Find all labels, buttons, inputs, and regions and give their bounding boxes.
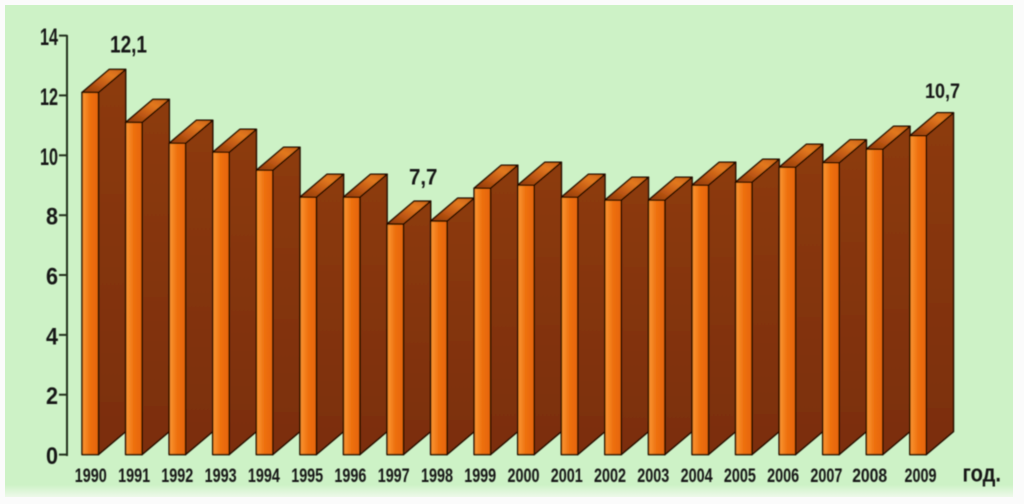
svg-text:1994: 1994 xyxy=(248,466,280,487)
svg-text:2001: 2001 xyxy=(551,466,583,487)
svg-text:1990: 1990 xyxy=(75,466,107,487)
svg-text:4: 4 xyxy=(46,323,59,350)
svg-text:год.: год. xyxy=(963,461,1002,488)
svg-text:2003: 2003 xyxy=(637,466,669,487)
svg-text:2002: 2002 xyxy=(594,466,626,487)
svg-text:1993: 1993 xyxy=(205,466,237,487)
svg-text:1998: 1998 xyxy=(421,466,453,487)
svg-text:2009: 2009 xyxy=(905,466,937,487)
svg-text:10,7: 10,7 xyxy=(925,80,960,103)
svg-text:1991: 1991 xyxy=(118,466,150,487)
svg-text:1992: 1992 xyxy=(161,466,193,487)
svg-text:12,1: 12,1 xyxy=(110,32,147,59)
svg-text:0: 0 xyxy=(46,443,58,470)
svg-text:2007: 2007 xyxy=(810,466,842,487)
svg-text:2006: 2006 xyxy=(767,466,799,487)
svg-text:2: 2 xyxy=(46,383,58,410)
svg-text:2008: 2008 xyxy=(852,466,887,487)
svg-text:12: 12 xyxy=(40,84,58,111)
svg-text:6: 6 xyxy=(46,264,58,291)
svg-text:1999: 1999 xyxy=(464,466,496,487)
svg-text:1996: 1996 xyxy=(334,466,366,487)
svg-text:2004: 2004 xyxy=(681,466,713,487)
svg-text:1997: 1997 xyxy=(378,466,410,487)
svg-text:1995: 1995 xyxy=(291,466,323,487)
svg-text:14: 14 xyxy=(40,24,58,51)
svg-text:10: 10 xyxy=(40,144,58,171)
svg-text:2000: 2000 xyxy=(508,466,540,487)
svg-text:7,7: 7,7 xyxy=(409,165,438,190)
svg-text:8: 8 xyxy=(46,204,58,231)
svg-text:2005: 2005 xyxy=(724,466,756,487)
